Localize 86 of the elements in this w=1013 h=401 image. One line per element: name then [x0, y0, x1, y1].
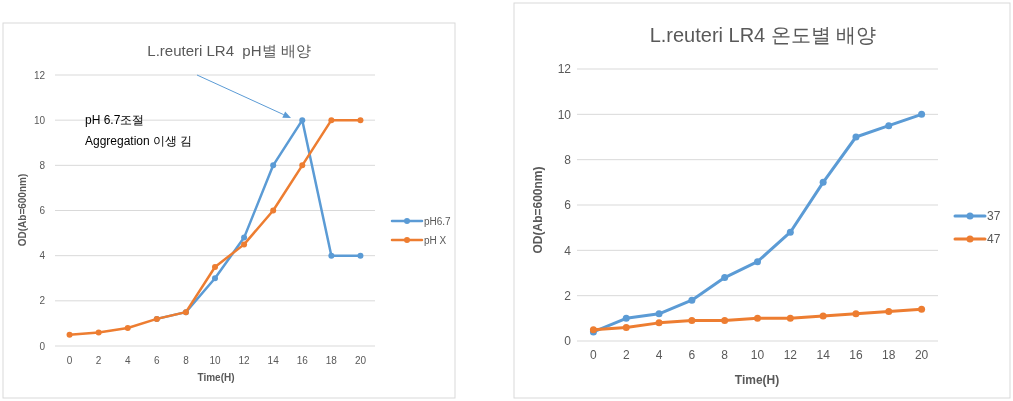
point	[721, 317, 729, 325]
x-tick-label: 10	[750, 348, 765, 363]
y-tick-label: 8	[564, 152, 572, 167]
x-tick-label: 6	[688, 348, 696, 363]
legend-label: 47	[987, 232, 1001, 247]
point	[819, 312, 827, 320]
point	[212, 275, 218, 282]
y-tick-label: 10	[557, 107, 572, 122]
x-axis-title: Time(H)	[734, 373, 780, 387]
legend-item: pH X	[390, 234, 447, 246]
x-tick-label: 10	[209, 354, 221, 366]
point	[655, 319, 663, 327]
x-tick-label: 12	[238, 354, 251, 366]
x-tick-label: 4	[124, 354, 131, 366]
x-tick-label: 14	[816, 348, 831, 363]
point	[328, 252, 335, 259]
y-tick-label: 2	[39, 295, 46, 307]
legend-label: 37	[987, 209, 1001, 224]
y-tick-label: 0	[564, 334, 572, 349]
legend-item: pH6.7	[390, 215, 451, 227]
point	[66, 331, 73, 338]
point	[95, 329, 102, 336]
y-tick-label: 0	[39, 340, 46, 352]
x-tick-label: 6	[154, 354, 161, 366]
x-tick-label: 2	[95, 354, 102, 366]
point	[754, 258, 761, 266]
legend-label: pH6.7	[424, 215, 452, 227]
x-tick-label: 12	[783, 348, 798, 363]
x-tick-label: 4	[655, 348, 663, 363]
point	[655, 310, 663, 318]
legend-item: 47	[953, 232, 1001, 247]
point	[688, 296, 696, 304]
x-tick-label: 0	[590, 348, 598, 363]
y-tick-label: 10	[33, 114, 46, 126]
legend-label: pH X	[424, 234, 447, 246]
point	[357, 117, 364, 124]
point	[852, 133, 860, 141]
y-tick-label: 4	[39, 250, 46, 262]
y-tick-label: 2	[564, 288, 572, 303]
annotation: pH 6.7조절 Aggregation 이생 김	[85, 113, 193, 148]
x-tick-label: 14	[267, 354, 280, 366]
x-tick-label: 0	[66, 354, 73, 366]
x-tick-label: 20	[354, 354, 367, 366]
y-tick-label: 6	[564, 198, 572, 213]
x-tick-label: 8	[721, 348, 729, 363]
point	[885, 122, 893, 130]
point	[852, 310, 860, 318]
x-tick-label: 18	[325, 354, 338, 366]
x-tick-label: 16	[849, 348, 863, 363]
x-tick-label: 20	[914, 348, 929, 363]
chart-title: L.reuteri LR4 pH별 배양	[147, 42, 311, 59]
point	[819, 178, 827, 186]
legend-item: 37	[953, 209, 1001, 224]
y-tick-label: 4	[564, 243, 572, 258]
point	[212, 263, 218, 270]
point	[299, 117, 306, 124]
x-axis-title: Time(H)	[197, 372, 235, 383]
point	[786, 314, 794, 322]
point	[270, 162, 277, 169]
point	[786, 228, 794, 236]
point	[885, 308, 893, 316]
point	[241, 234, 248, 241]
x-tick-label: 18	[882, 348, 896, 363]
x-tick-label: 16	[296, 354, 309, 366]
point	[622, 314, 630, 322]
point	[688, 317, 696, 325]
point	[357, 252, 364, 259]
point	[721, 274, 729, 282]
point	[754, 314, 761, 322]
y-tick-label: 6	[39, 205, 46, 216]
point	[270, 207, 277, 214]
chart-title: L.reuteri LR4 온도별 배양	[649, 24, 877, 46]
x-tick-label: 2	[622, 348, 630, 363]
point	[622, 323, 630, 331]
point	[918, 110, 926, 118]
x-tick-label: 8	[183, 354, 190, 366]
y-axis-title: OD(Ab=600nm)	[17, 173, 28, 247]
point	[241, 241, 248, 248]
y-axis-title: OD(Ab=600nm)	[531, 166, 545, 254]
y-tick-label: 8	[39, 159, 46, 171]
y-tick-label: 12	[557, 62, 572, 77]
point	[299, 162, 306, 169]
point	[124, 324, 131, 331]
point	[918, 305, 926, 313]
y-tick-label: 12	[33, 69, 46, 81]
point	[328, 117, 335, 124]
